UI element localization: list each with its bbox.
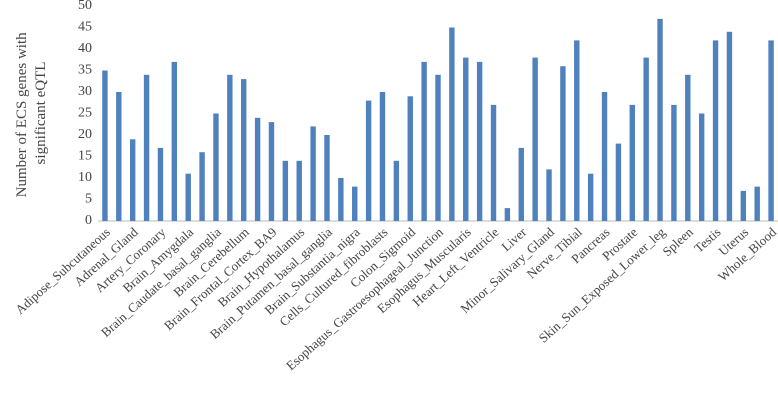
- bar: [574, 40, 580, 222]
- bar: [615, 143, 622, 221]
- bar: [532, 57, 538, 221]
- bar: [213, 113, 219, 221]
- bar: [185, 173, 191, 221]
- bar: [338, 178, 344, 221]
- bar: [643, 57, 649, 221]
- y-axis-title: Number of ECS genes with significant eQT…: [14, 29, 49, 198]
- bar: [671, 104, 677, 221]
- bar: [518, 147, 524, 221]
- bar: [768, 40, 774, 222]
- y-tick-label: 5: [85, 192, 92, 207]
- bar: [352, 186, 358, 221]
- bar: [157, 147, 164, 221]
- bar: [268, 122, 275, 221]
- y-tick-label: 25: [78, 106, 92, 121]
- bar: [449, 27, 455, 221]
- bar: [393, 160, 400, 221]
- bar: [476, 61, 483, 222]
- bar: [712, 40, 719, 222]
- bar: [199, 152, 205, 221]
- bar: [282, 160, 289, 221]
- bar: [254, 117, 261, 221]
- bar: [365, 100, 372, 221]
- bar: [129, 139, 136, 221]
- bar: [546, 169, 552, 221]
- bar: [629, 104, 635, 221]
- bar: [726, 31, 733, 221]
- bar: [324, 135, 330, 221]
- bar: [463, 57, 469, 221]
- bar: [296, 160, 302, 221]
- bar: [143, 74, 150, 221]
- bar: [698, 113, 705, 221]
- y-tick-label: 15: [78, 149, 92, 164]
- bar: [241, 79, 247, 221]
- y-tick-label: 45: [78, 20, 92, 35]
- bar: [685, 74, 691, 221]
- bar: [490, 104, 497, 221]
- y-tick-label: 50: [78, 0, 92, 13]
- bar: [601, 92, 608, 221]
- y-tick-label: 40: [78, 41, 92, 56]
- y-axis-title-line: Number of ECS genes with: [14, 32, 30, 197]
- bar: [754, 186, 760, 221]
- bar: [740, 190, 747, 221]
- bar: [587, 173, 594, 221]
- y-tick-label: 30: [78, 84, 92, 99]
- bar: [102, 70, 108, 221]
- bar: [407, 96, 413, 221]
- bar: [310, 126, 316, 221]
- bar: [504, 208, 511, 221]
- bar: [116, 92, 122, 221]
- y-tick-label: 0: [85, 213, 92, 228]
- y-tick-label: 20: [78, 127, 92, 142]
- bar: [435, 74, 441, 221]
- bar: [421, 61, 427, 222]
- bar: [560, 66, 566, 221]
- y-tick-label: 35: [78, 63, 92, 78]
- bar: [227, 74, 233, 221]
- y-tick-label: 10: [78, 170, 92, 185]
- y-axis-title-line: significant eQTL: [33, 62, 49, 165]
- bar: [379, 92, 386, 221]
- bar: [657, 18, 663, 222]
- x-tick-label: Spleen: [659, 224, 696, 259]
- bar: [171, 61, 178, 222]
